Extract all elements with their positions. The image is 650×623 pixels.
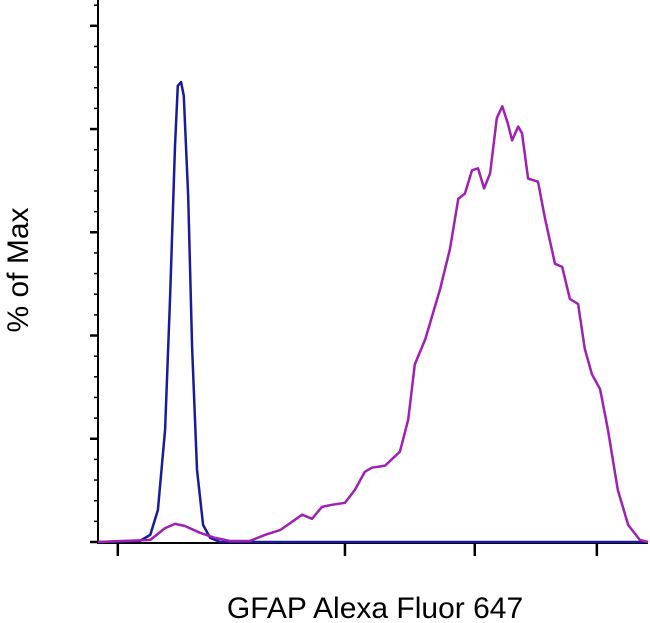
x-axis-label: GFAP Alexa Fluor 647 bbox=[227, 592, 523, 623]
series-line bbox=[97, 105, 649, 544]
y-axis-label: % of Max bbox=[2, 207, 35, 332]
series-line bbox=[97, 80, 648, 544]
